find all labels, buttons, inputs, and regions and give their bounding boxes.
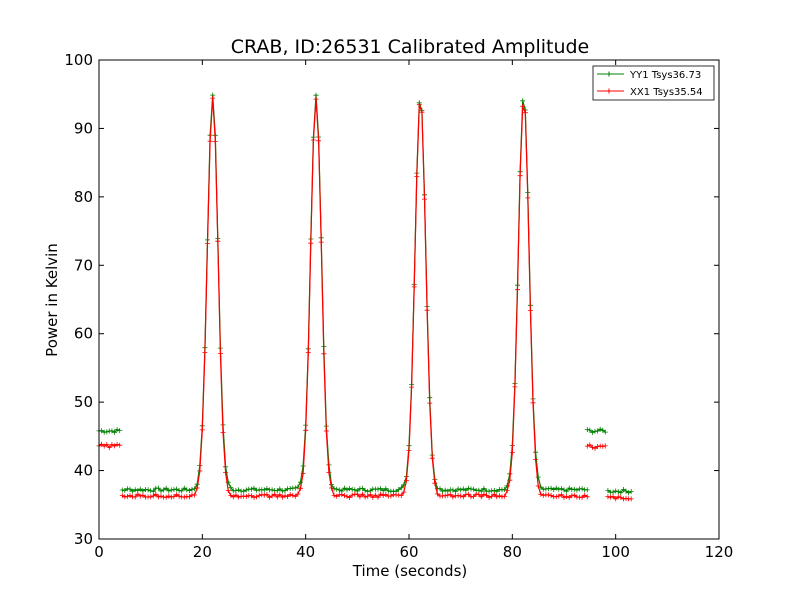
legend-label-yy1: YY1 Tsys36.73 <box>629 70 701 81</box>
legend-box <box>592 65 715 101</box>
y-tick-label: 60 <box>74 325 93 343</box>
x-tick-label: 40 <box>296 543 315 561</box>
y-tick-label: 70 <box>74 256 93 274</box>
x-axis-label: Time (seconds) <box>352 562 468 580</box>
legend-marker-xx1 <box>606 88 612 94</box>
x-tick-label: 0 <box>94 543 104 561</box>
axis-ticks: 0 20 40 60 80 100 120 30 40 50 60 70 80 90 100 <box>64 51 733 561</box>
x-tick-label: 60 <box>399 543 418 561</box>
x-tick-label: 100 <box>601 543 630 561</box>
y-tick-label: 30 <box>74 530 93 548</box>
x-tick-label: 120 <box>705 543 734 561</box>
legend-label-xx1: XX1 Tsys35.54 <box>630 87 703 98</box>
chart-title: CRAB, ID:26531 Calibrated Amplitude <box>231 36 590 58</box>
x-tick-label: 20 <box>193 543 212 561</box>
y-tick-label: 90 <box>74 119 93 137</box>
y-axis-label: Power in Kelvin <box>43 243 61 357</box>
x-tick-label: 80 <box>503 543 522 561</box>
plot-area <box>99 60 719 539</box>
y-tick-label: 80 <box>74 188 93 206</box>
y-tick-label: 40 <box>74 462 93 480</box>
y-tick-label: 50 <box>74 393 93 411</box>
series-layer <box>96 92 634 502</box>
y-tick-label: 100 <box>64 51 93 69</box>
legend-marker-yy1 <box>606 71 612 77</box>
plot-frame <box>98 59 720 540</box>
legend: YY1 Tsys36.73 XX1 Tsys35.54 <box>592 65 715 101</box>
